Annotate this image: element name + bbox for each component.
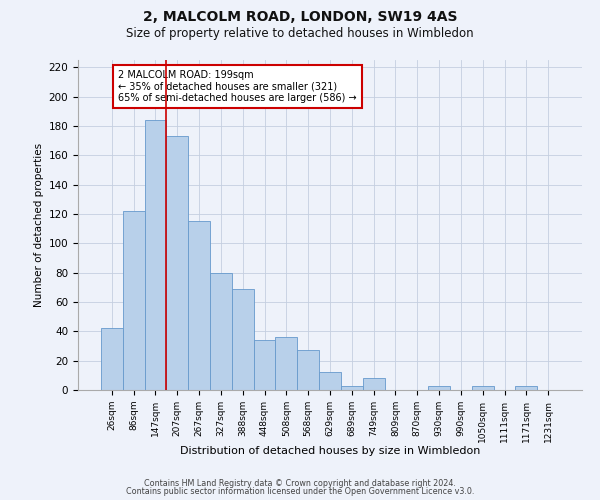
Bar xyxy=(319,372,341,390)
Bar xyxy=(210,272,232,390)
X-axis label: Distribution of detached houses by size in Wimbledon: Distribution of detached houses by size … xyxy=(180,446,480,456)
Bar xyxy=(341,386,363,390)
Bar xyxy=(188,222,210,390)
Bar xyxy=(275,337,297,390)
Bar xyxy=(123,211,145,390)
Y-axis label: Number of detached properties: Number of detached properties xyxy=(34,143,44,307)
Bar xyxy=(363,378,385,390)
Bar xyxy=(428,386,450,390)
Text: Contains HM Land Registry data © Crown copyright and database right 2024.: Contains HM Land Registry data © Crown c… xyxy=(144,478,456,488)
Bar xyxy=(232,289,254,390)
Text: 2, MALCOLM ROAD, LONDON, SW19 4AS: 2, MALCOLM ROAD, LONDON, SW19 4AS xyxy=(143,10,457,24)
Bar xyxy=(145,120,166,390)
Bar xyxy=(472,386,494,390)
Bar xyxy=(515,386,537,390)
Bar xyxy=(297,350,319,390)
Text: Size of property relative to detached houses in Wimbledon: Size of property relative to detached ho… xyxy=(126,28,474,40)
Bar xyxy=(166,136,188,390)
Text: Contains public sector information licensed under the Open Government Licence v3: Contains public sector information licen… xyxy=(126,487,474,496)
Bar xyxy=(254,340,275,390)
Bar xyxy=(101,328,123,390)
Text: 2 MALCOLM ROAD: 199sqm
← 35% of detached houses are smaller (321)
65% of semi-de: 2 MALCOLM ROAD: 199sqm ← 35% of detached… xyxy=(118,70,357,103)
